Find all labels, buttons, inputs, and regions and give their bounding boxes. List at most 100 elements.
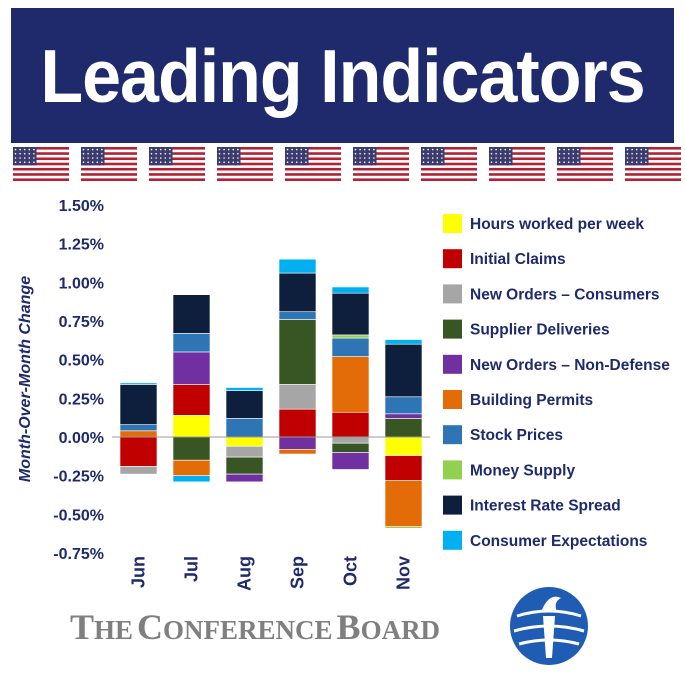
bar-segment (384, 418, 423, 438)
bar-segment (331, 442, 370, 453)
title-banner: Leading Indicators (11, 8, 674, 143)
bar-segment (384, 343, 423, 398)
bar-segment (331, 334, 370, 339)
x-tick-label: Nov (394, 556, 414, 590)
bar-segment (278, 258, 317, 274)
bar-segment (278, 311, 317, 320)
bar-segment (119, 430, 158, 438)
legend-swatch (443, 249, 462, 269)
bar-segment (172, 415, 211, 438)
bar-segment (384, 396, 423, 415)
bar-segment (331, 356, 370, 413)
y-tick-label: -0.25% (53, 469, 104, 486)
us-flag-icon (625, 147, 681, 181)
conference-board-logo: THE CONFERENCE BOARD (70, 606, 440, 648)
y-tick-label: 0.25% (59, 391, 104, 408)
bar-segment (278, 319, 317, 385)
us-flag-icon (489, 147, 545, 181)
bar-segment (278, 408, 317, 438)
bar-segment (225, 436, 264, 447)
bar-segment (119, 424, 158, 432)
y-tick-label: 0.50% (59, 353, 104, 370)
us-flag-icon (217, 147, 273, 181)
y-tick-label: 1.25% (59, 237, 104, 254)
page-title: Leading Indicators (40, 33, 645, 118)
y-axis-label: Month-Over-Month Change (17, 276, 34, 482)
bar-segment (278, 449, 317, 455)
bar-segment (225, 473, 264, 483)
legend-label: Stock Prices (470, 427, 563, 444)
bar-segment (172, 333, 211, 353)
bar-segment (172, 436, 211, 461)
bar-segment (225, 387, 264, 391)
y-tick-label: 1.00% (59, 275, 104, 292)
legend-label: Initial Claims (470, 251, 566, 268)
legend-swatch (443, 425, 462, 445)
bar-segment (331, 292, 370, 336)
legend-label: Consumer Expectations (470, 533, 647, 550)
bar-segment (384, 339, 423, 345)
logo-initial: T (70, 607, 95, 647)
bar-segment (384, 480, 423, 528)
legend-label: New Orders – Non-Defense (470, 357, 670, 374)
legend-swatch (443, 319, 462, 339)
logo-smallcaps: ONFERENCE (163, 615, 333, 645)
legend-swatch (443, 495, 462, 515)
bar-segment (172, 351, 211, 385)
legend-swatch (443, 390, 462, 409)
logo-smallcaps: HE (94, 615, 134, 645)
bar-segment (331, 337, 370, 357)
y-tick-label: 1.50% (59, 198, 104, 215)
legend-swatch (443, 214, 462, 233)
us-flag-icon (285, 147, 341, 181)
torch-globe-seal-icon (510, 587, 588, 665)
legend-swatch (443, 284, 462, 304)
bar-segment (384, 526, 423, 529)
logo-initial: B (336, 607, 361, 647)
us-flag-icon (421, 147, 477, 181)
bar-segment (225, 418, 264, 438)
y-tick-label: -0.50% (53, 507, 104, 524)
legend-swatch (443, 354, 462, 374)
legend-label: Building Permits (470, 392, 593, 409)
us-flag-icon (81, 147, 137, 181)
bar-segment (384, 413, 423, 419)
legend-label: New Orders – Consumers (470, 286, 660, 303)
bar-segment (172, 459, 211, 476)
bar-segment (172, 384, 211, 416)
legend-label: Interest Rate Spread (470, 498, 621, 515)
legend-label: Money Supply (470, 462, 575, 479)
logo-initial: C (137, 607, 164, 647)
flag-strip (11, 147, 681, 181)
us-flag-icon (149, 147, 205, 181)
bar-segment (278, 436, 317, 450)
bar-segment (331, 452, 370, 470)
legend-swatch (443, 460, 462, 480)
logo-smallcaps: OARD (360, 615, 441, 645)
x-tick-label: Jun (129, 556, 149, 588)
us-flag-icon (557, 147, 613, 181)
bar-segment (119, 436, 158, 467)
legend-label: Supplier Deliveries (470, 322, 610, 339)
bar-segment (225, 456, 264, 475)
x-tick-label: Sep (288, 556, 308, 589)
bar-segment (278, 384, 317, 410)
bar-segment (278, 272, 317, 313)
bar-segment (172, 294, 211, 334)
bar-segment (384, 455, 423, 481)
x-tick-label: Oct (341, 556, 361, 586)
us-flag-icon (353, 147, 409, 181)
us-flag-icon (13, 147, 69, 181)
bar-segment (225, 390, 264, 419)
bar-segment (384, 436, 423, 456)
x-tick-label: Jul (182, 556, 202, 582)
bar-segment (119, 466, 158, 475)
y-tick-label: 0.00% (59, 430, 104, 447)
bar-segment (119, 382, 158, 385)
legend-label: Hours worked per week (470, 216, 644, 233)
bar-segment (331, 436, 370, 444)
bar-segment (172, 475, 211, 483)
y-tick-label: 0.75% (59, 314, 104, 331)
